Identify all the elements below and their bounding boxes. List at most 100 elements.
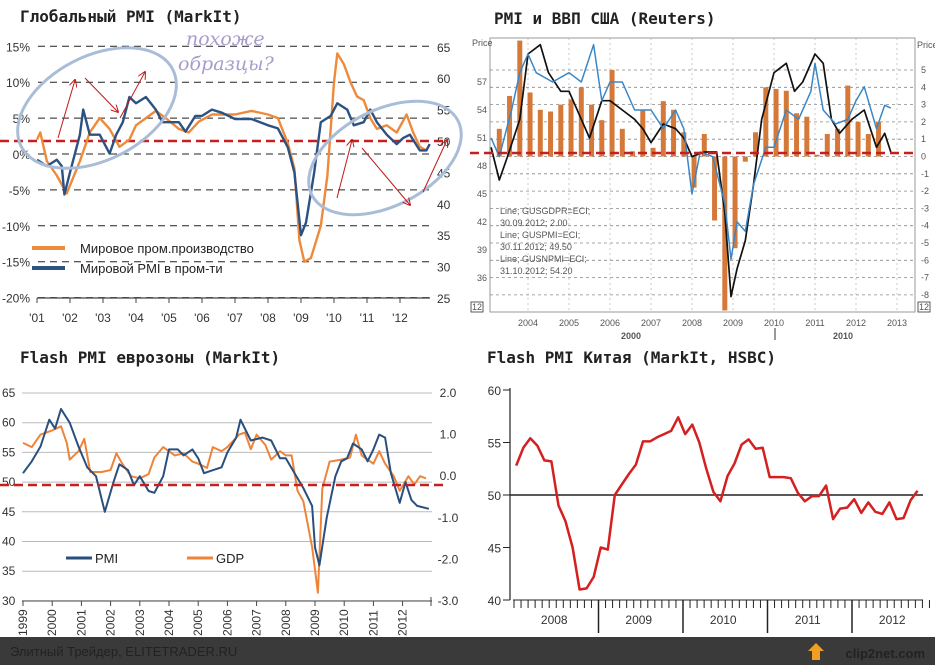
x-tick-label: 2008 <box>279 609 293 636</box>
gdp-line <box>22 425 427 594</box>
right-tick-label: 60 <box>437 72 451 86</box>
annotation-arrow <box>119 72 145 119</box>
x-tick-label: 2011 <box>795 613 821 627</box>
legend-label: GDP <box>216 551 244 566</box>
x-tick-label: 2010 <box>337 609 351 636</box>
legend-label: PMI <box>95 551 118 566</box>
gdp-bar <box>691 156 697 188</box>
gdp-bar <box>671 109 677 157</box>
x-tick-label: 2000 <box>45 609 59 636</box>
legend-text: 31.10.2012; 54.20 <box>500 266 573 276</box>
x-tick-label: 1999 <box>16 609 30 636</box>
x-tick-label: 2004 <box>162 609 176 636</box>
left-tick-label: 54 <box>477 105 487 115</box>
right-tick-label: 0 <box>921 152 926 162</box>
x-tick-label: 2012 <box>396 609 410 636</box>
left-tick-label: 10% <box>6 76 30 90</box>
corner-box <box>470 301 484 313</box>
right-tick-label: -2.0 <box>438 552 459 566</box>
right-tick-label: -8 <box>921 290 929 300</box>
decade-label: 2000 <box>621 331 641 341</box>
x-tick-label: 2010 <box>764 318 784 328</box>
gdp-bar <box>701 134 707 157</box>
watermark-left: Элитный Трейдер, ELITETRADER.RU <box>10 644 237 659</box>
gdp-bar <box>578 87 584 157</box>
right-tick-label: 3 <box>921 100 926 110</box>
right-tick-label: 35 <box>437 229 451 243</box>
x-tick-label: 2006 <box>600 318 620 328</box>
x-tick-label: 2006 <box>220 609 234 636</box>
left-tick-label: 65 <box>2 386 16 400</box>
left-axis-label: Price <box>472 38 493 48</box>
right-tick-label: -3 <box>921 203 929 213</box>
chart-us-pmi-gdp: PMI и ВВП США (Reuters)543210-1-2-3-4-5-… <box>470 9 935 341</box>
x-tick-label: 2009 <box>723 318 743 328</box>
right-tick-label: -2 <box>921 186 929 196</box>
right-tick-label: 30 <box>437 261 451 275</box>
x-tick-label: 2008 <box>541 613 568 627</box>
x-tick-label: 2001 <box>74 609 88 636</box>
left-tick-label: 36 <box>477 273 487 283</box>
corner-label: 12 <box>472 302 482 312</box>
x-tick-label: '06 <box>194 311 210 325</box>
gdp-bar <box>537 109 543 157</box>
left-tick-label: -10% <box>2 220 30 234</box>
left-tick-label: 50 <box>488 489 502 503</box>
chart-title: Flash PMI еврозоны (MarkIt) <box>20 348 280 367</box>
left-tick-label: 45 <box>488 542 502 556</box>
right-tick-label: 2 <box>921 117 926 127</box>
left-tick-label: 45 <box>2 505 16 519</box>
gdp-bar <box>517 40 523 157</box>
pmi-line <box>490 43 892 298</box>
right-tick-label: 40 <box>437 198 451 212</box>
gdp-bar <box>609 70 615 157</box>
x-tick-label: '04 <box>128 311 144 325</box>
right-tick-label: -4 <box>921 221 929 231</box>
gdp-bar <box>855 121 861 157</box>
x-tick-label: '07 <box>227 311 243 325</box>
watermark-background <box>0 637 935 665</box>
left-tick-label: 55 <box>488 437 502 451</box>
chart-title: Глобальный PMI (MarkIt) <box>20 7 242 26</box>
left-tick-label: 45 <box>477 189 487 199</box>
x-tick-label: '12 <box>392 311 408 325</box>
gdp-bar <box>558 104 564 157</box>
gdp-bar <box>753 132 759 157</box>
right-tick-label: -6 <box>921 255 929 265</box>
left-tick-label: 57 <box>477 77 487 87</box>
x-tick-label: '09 <box>293 311 309 325</box>
annotation-arrow <box>336 140 352 199</box>
decade-label: 2010 <box>833 331 853 341</box>
nmi-line <box>490 43 892 261</box>
handwritten-annotation: образцы? <box>178 53 275 75</box>
x-tick-label: 2011 <box>366 610 380 636</box>
x-tick-label: 2004 <box>518 318 538 328</box>
gdp-bar <box>814 154 820 157</box>
chart-title: Flash PMI Китая (MarkIt, HSBC) <box>487 348 776 367</box>
gdp-bar <box>804 116 810 157</box>
right-tick-label: 25 <box>437 292 451 306</box>
gdp-bar <box>681 132 687 157</box>
left-tick-label: -15% <box>2 256 30 270</box>
gdp-bar <box>824 134 830 157</box>
gdp-bar <box>783 90 789 157</box>
corner-label: 12 <box>919 302 929 312</box>
x-tick-label: '11 <box>360 311 375 325</box>
chart-global-pmi: Глобальный PMI (MarkIt)15%10%5%0%-5%-10%… <box>0 7 463 325</box>
handwritten-annotation: похоже <box>186 28 265 50</box>
gdp-bar <box>845 85 851 157</box>
annotation-arrow <box>84 77 118 112</box>
x-tick-label: 2007 <box>641 318 661 328</box>
right-tick-label: -7 <box>921 273 929 283</box>
x-tick-label: '02 <box>62 311 78 325</box>
pmi-line <box>22 408 430 567</box>
gdp-bar <box>742 156 748 162</box>
x-tick-label: 2002 <box>104 609 118 636</box>
right-tick-label: 2.0 <box>440 386 457 400</box>
x-tick-label: '10 <box>326 311 342 325</box>
left-tick-label: 15% <box>6 40 30 54</box>
gdp-bar <box>773 89 779 157</box>
x-tick-label: 2005 <box>559 318 579 328</box>
right-axis-label: Price <box>917 40 935 50</box>
